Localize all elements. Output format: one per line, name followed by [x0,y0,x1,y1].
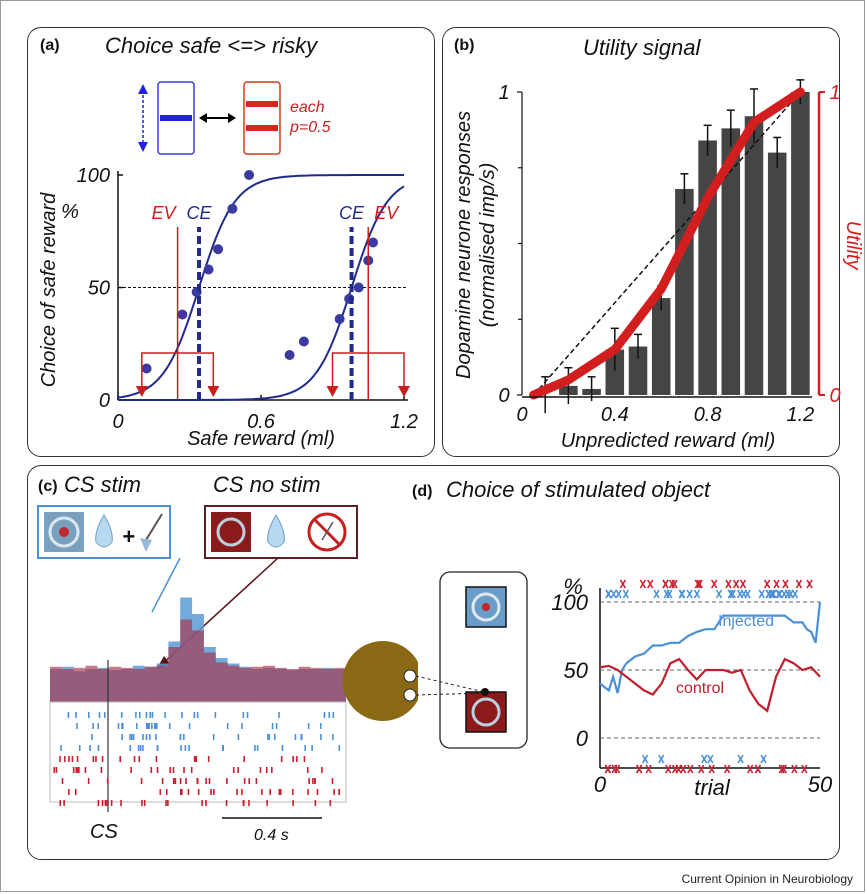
panel-d-label: (d) [412,483,433,500]
panel-b-title: Utility signal [583,35,701,60]
panel-c-title-stim: CS stim [64,472,141,497]
panel-a-label: (a) [40,37,60,54]
panel-a [27,27,435,457]
panel-c-title-nostim: CS no stim [213,472,321,497]
panel-b [442,27,840,457]
panel-c [27,465,840,860]
panel-c-label: (c) [38,478,58,495]
panel-d-title: Choice of stimulated object [446,477,711,502]
panel-b-label: (b) [454,37,475,54]
figure-credit: Current Opinion in Neurobiology [681,872,853,886]
panel-a-title: Choice safe <=> risky [105,33,318,58]
